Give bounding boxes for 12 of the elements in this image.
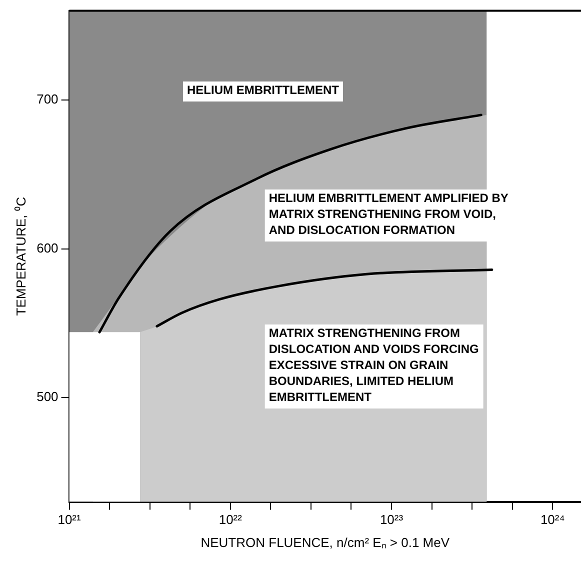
x-tick-label: 10²² (218, 512, 243, 528)
x-axis-title: NEUTRON FLUENCE, n/cm² Eₙ > 0.1 MeV (200, 534, 450, 550)
annotation: HELIUM EMBRITTLEMENT AMPLIFIED BY MATRIX STRENGTHENING FROM VOID, AND DISLOCATION FORMATION (268, 190, 508, 237)
y-tick-label: 500 (36, 389, 58, 404)
y-tick-label: 700 (36, 92, 58, 107)
x-tick-label: 10²¹ (58, 512, 82, 528)
annotation: HELIUM EMBRITTLEMENT (186, 82, 340, 97)
y-axis-title: TEMPERATURE, ⁰C (13, 196, 28, 316)
x-tick-label: 10²⁴ (540, 512, 565, 528)
x-tick-label: 10²³ (380, 512, 404, 528)
annotation: MATRIX STRENGTHENING FROM DISLOCATION AND VOIDS FORCING EXCESSIVE STRAIN ON GRAIN BOUNDARIES, LIMITED HELIUM EMBRITTLEMENT (268, 326, 479, 404)
y-tick-label: 600 (36, 240, 58, 256)
